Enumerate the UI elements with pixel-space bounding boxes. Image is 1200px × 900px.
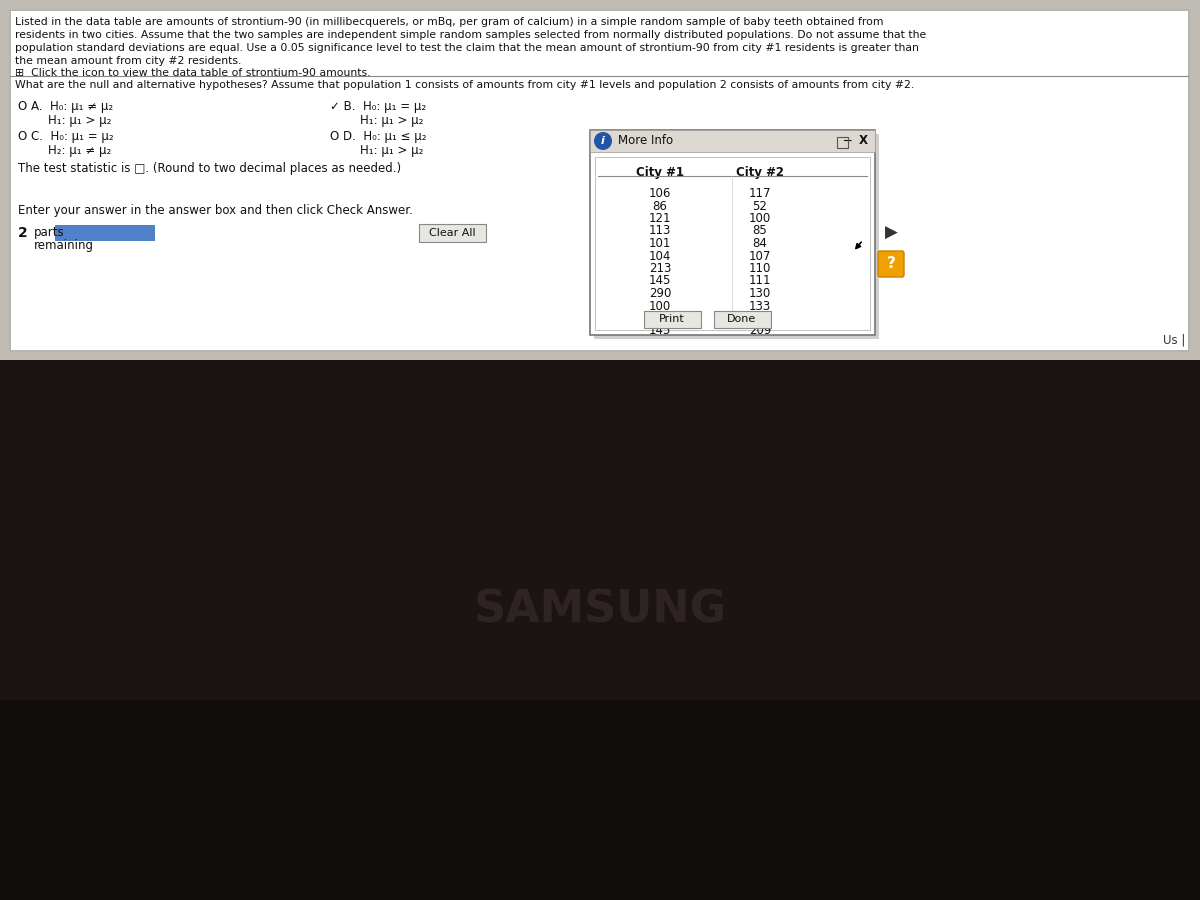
Text: parts: parts [34, 226, 65, 239]
Text: 100: 100 [749, 212, 772, 225]
Text: population standard deviations are equal. Use a 0.05 significance level to test : population standard deviations are equal… [14, 43, 919, 53]
Text: O D.  H₀: μ₁ ≤ μ₂: O D. H₀: μ₁ ≤ μ₂ [330, 130, 426, 143]
Text: 106: 106 [649, 187, 671, 200]
Text: i: i [601, 136, 605, 146]
Polygon shape [0, 700, 1200, 900]
Text: 133: 133 [749, 300, 772, 312]
FancyBboxPatch shape [594, 134, 878, 339]
Text: ─: ─ [844, 134, 851, 148]
Text: 113: 113 [649, 224, 671, 238]
Text: Clear All: Clear All [428, 228, 475, 238]
Text: H₁: μ₁ > μ₂: H₁: μ₁ > μ₂ [18, 114, 112, 127]
FancyBboxPatch shape [590, 130, 875, 152]
Text: Us |: Us | [1163, 333, 1186, 346]
Text: 209: 209 [749, 325, 772, 338]
Text: H₁: μ₁ > μ₂: H₁: μ₁ > μ₂ [330, 144, 424, 157]
Text: 52: 52 [752, 200, 768, 212]
Text: 107: 107 [749, 249, 772, 263]
Text: O C.  H₀: μ₁ = μ₂: O C. H₀: μ₁ = μ₂ [18, 130, 114, 143]
Text: 111: 111 [749, 274, 772, 287]
Text: 213: 213 [649, 262, 671, 275]
Circle shape [594, 132, 612, 150]
Text: Listed in the data table are amounts of strontium-90 (in millibecquerels, or mBq: Listed in the data table are amounts of … [14, 17, 883, 27]
Text: 121: 121 [649, 212, 671, 225]
Text: Enter your answer in the answer box and then click Check Answer.: Enter your answer in the answer box and … [18, 204, 413, 217]
Text: City #1: City #1 [636, 166, 684, 179]
FancyBboxPatch shape [10, 10, 1188, 350]
Text: ✓ B.  H₀: μ₁ = μ₂: ✓ B. H₀: μ₁ = μ₂ [330, 100, 426, 113]
Text: residents in two cities. Assume that the two samples are independent simple rand: residents in two cities. Assume that the… [14, 30, 926, 40]
FancyBboxPatch shape [419, 224, 486, 242]
Text: 101: 101 [649, 237, 671, 250]
Text: 85: 85 [752, 224, 767, 238]
FancyBboxPatch shape [590, 130, 875, 335]
Polygon shape [0, 360, 1200, 900]
Text: O A.  H₀: μ₁ ≠ μ₂: O A. H₀: μ₁ ≠ μ₂ [18, 100, 113, 113]
Text: 101: 101 [749, 312, 772, 325]
Text: What are the null and alternative hypotheses? Assume that population 1 consists : What are the null and alternative hypoth… [14, 80, 914, 90]
FancyBboxPatch shape [714, 311, 772, 328]
Text: 117: 117 [749, 187, 772, 200]
Polygon shape [0, 0, 1200, 360]
Text: Print: Print [659, 314, 685, 325]
Text: The test statistic is □. (Round to two decimal places as needed.): The test statistic is □. (Round to two d… [18, 162, 401, 175]
Text: 145: 145 [649, 325, 671, 338]
Text: Done: Done [727, 314, 757, 325]
Text: 100: 100 [649, 300, 671, 312]
Text: 328: 328 [649, 312, 671, 325]
FancyBboxPatch shape [10, 10, 1188, 350]
FancyBboxPatch shape [878, 251, 904, 277]
Text: H₂: μ₁ ≠ μ₂: H₂: μ₁ ≠ μ₂ [18, 144, 112, 157]
FancyBboxPatch shape [55, 225, 155, 241]
Text: 110: 110 [749, 262, 772, 275]
Text: 104: 104 [649, 249, 671, 263]
Text: X: X [858, 134, 868, 148]
Text: 145: 145 [649, 274, 671, 287]
Text: 2: 2 [18, 226, 28, 240]
Text: More Info: More Info [618, 134, 673, 148]
Text: 130: 130 [749, 287, 772, 300]
FancyBboxPatch shape [595, 157, 870, 330]
Text: ▶: ▶ [886, 224, 898, 242]
Text: ?: ? [887, 256, 895, 272]
Text: the mean amount from city #2 residents.: the mean amount from city #2 residents. [14, 56, 241, 66]
Text: ⊞  Click the icon to view the data table of strontium-90 amounts.: ⊞ Click the icon to view the data table … [14, 68, 371, 78]
Text: City #2: City #2 [736, 166, 784, 179]
Text: SAMSUNG: SAMSUNG [474, 589, 726, 632]
Text: remaining: remaining [34, 239, 94, 252]
Text: H₁: μ₁ > μ₂: H₁: μ₁ > μ₂ [330, 114, 424, 127]
Text: 84: 84 [752, 237, 768, 250]
Text: 290: 290 [649, 287, 671, 300]
FancyBboxPatch shape [644, 311, 701, 328]
Text: 86: 86 [653, 200, 667, 212]
